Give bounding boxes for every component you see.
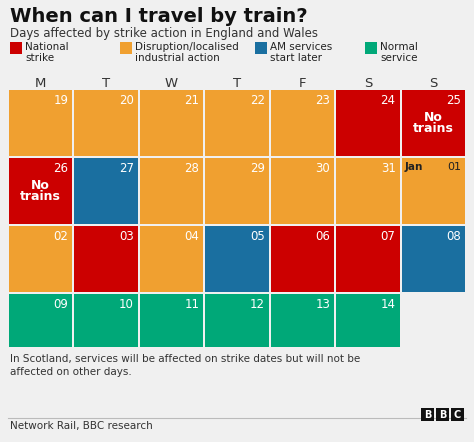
- Text: B: B: [439, 409, 446, 419]
- Bar: [271, 158, 334, 224]
- Bar: [255, 42, 267, 54]
- Text: 25: 25: [446, 94, 461, 107]
- Text: 19: 19: [54, 94, 68, 107]
- Bar: [74, 158, 138, 224]
- Text: AM services: AM services: [270, 42, 332, 52]
- Text: M: M: [35, 77, 46, 90]
- Text: 14: 14: [381, 298, 396, 311]
- Bar: [120, 42, 132, 54]
- Text: Days affected by strike action in England and Wales: Days affected by strike action in Englan…: [10, 27, 318, 40]
- Text: 03: 03: [119, 230, 134, 243]
- Bar: [401, 226, 465, 292]
- Text: 21: 21: [184, 94, 199, 107]
- Text: 05: 05: [250, 230, 264, 243]
- Bar: [140, 90, 203, 156]
- Bar: [74, 90, 138, 156]
- Text: 31: 31: [381, 162, 396, 175]
- Bar: [74, 294, 138, 347]
- Text: 20: 20: [119, 94, 134, 107]
- Text: 23: 23: [315, 94, 330, 107]
- Text: 01: 01: [447, 162, 461, 172]
- Text: In Scotland, services will be affected on strike dates but will not be: In Scotland, services will be affected o…: [10, 354, 360, 364]
- Bar: [451, 408, 464, 421]
- Bar: [271, 226, 334, 292]
- Text: T: T: [233, 77, 241, 90]
- Text: No: No: [424, 111, 443, 124]
- Text: 06: 06: [315, 230, 330, 243]
- Bar: [9, 158, 73, 224]
- Text: 13: 13: [315, 298, 330, 311]
- Text: service: service: [380, 53, 418, 63]
- Bar: [401, 158, 465, 224]
- Text: 29: 29: [250, 162, 264, 175]
- Text: National: National: [25, 42, 69, 52]
- Text: T: T: [102, 77, 110, 90]
- Text: industrial action: industrial action: [135, 53, 220, 63]
- Text: B: B: [424, 409, 431, 419]
- Text: 22: 22: [250, 94, 264, 107]
- Text: Normal: Normal: [380, 42, 418, 52]
- Text: start later: start later: [270, 53, 322, 63]
- Bar: [140, 226, 203, 292]
- Bar: [336, 226, 400, 292]
- Text: Network Rail, BBC research: Network Rail, BBC research: [10, 421, 153, 431]
- Text: S: S: [364, 77, 372, 90]
- Text: 07: 07: [381, 230, 396, 243]
- Bar: [74, 226, 138, 292]
- Text: trains: trains: [20, 190, 61, 203]
- Text: C: C: [454, 409, 461, 419]
- Bar: [140, 158, 203, 224]
- Bar: [140, 294, 203, 347]
- Text: No: No: [31, 179, 50, 192]
- Bar: [9, 294, 73, 347]
- Text: Disruption/localised: Disruption/localised: [135, 42, 239, 52]
- Bar: [271, 294, 334, 347]
- Text: 10: 10: [119, 298, 134, 311]
- Text: 04: 04: [184, 230, 199, 243]
- Text: 24: 24: [381, 94, 396, 107]
- Text: 28: 28: [184, 162, 199, 175]
- Bar: [10, 42, 22, 54]
- Bar: [336, 90, 400, 156]
- Text: strike: strike: [25, 53, 54, 63]
- Bar: [9, 90, 73, 156]
- Text: 09: 09: [54, 298, 68, 311]
- Bar: [365, 42, 377, 54]
- Text: F: F: [299, 77, 306, 90]
- Bar: [336, 158, 400, 224]
- Text: 02: 02: [54, 230, 68, 243]
- Text: W: W: [165, 77, 178, 90]
- Text: S: S: [429, 77, 438, 90]
- Text: Jan: Jan: [405, 162, 423, 172]
- Text: affected on other days.: affected on other days.: [10, 367, 132, 377]
- Bar: [336, 294, 400, 347]
- Text: 12: 12: [250, 298, 264, 311]
- Text: 30: 30: [315, 162, 330, 175]
- Text: 11: 11: [184, 298, 199, 311]
- Bar: [271, 90, 334, 156]
- Bar: [205, 294, 269, 347]
- Bar: [205, 90, 269, 156]
- Text: trains: trains: [413, 122, 454, 135]
- Text: 27: 27: [119, 162, 134, 175]
- Text: When can I travel by train?: When can I travel by train?: [10, 7, 308, 26]
- Bar: [9, 226, 73, 292]
- Bar: [401, 90, 465, 156]
- Text: 08: 08: [446, 230, 461, 243]
- Bar: [205, 158, 269, 224]
- Text: 26: 26: [54, 162, 68, 175]
- Bar: [205, 226, 269, 292]
- Bar: [421, 408, 434, 421]
- Bar: [401, 294, 465, 347]
- Bar: [436, 408, 449, 421]
